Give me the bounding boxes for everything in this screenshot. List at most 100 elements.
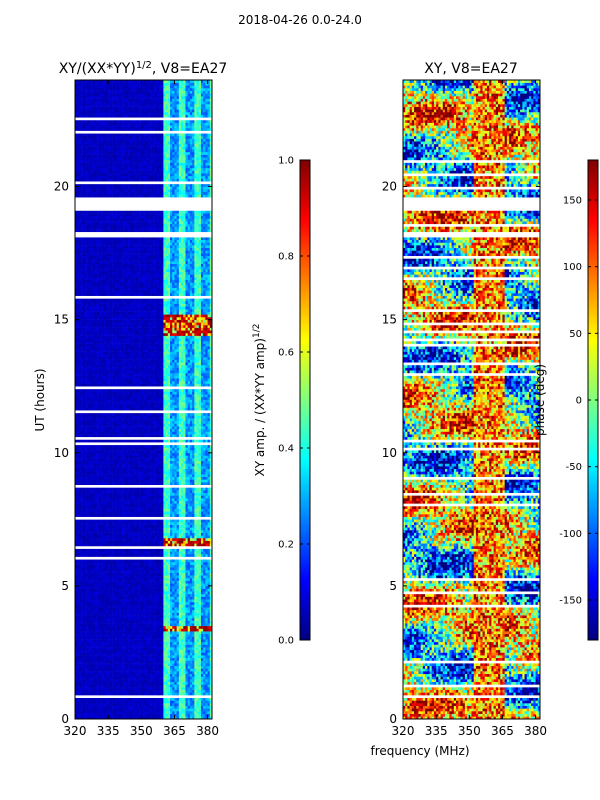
heatmap-cell (176, 529, 180, 533)
heatmap-cell (150, 577, 153, 581)
heatmap-cell (77, 503, 80, 507)
heatmap-cell (203, 716, 206, 719)
heatmap-cell (94, 671, 98, 675)
heatmap-cell (174, 572, 177, 576)
heatmap-cell (123, 500, 127, 504)
heatmap-cell (209, 647, 212, 651)
heatmap-cell (165, 716, 169, 719)
heatmap-cell (203, 625, 206, 629)
heatmap-cell (125, 636, 129, 640)
heatmap-cell (88, 663, 91, 667)
heatmap-cell (79, 713, 82, 717)
heatmap-cell (194, 503, 197, 507)
heatmap-cell (152, 575, 155, 579)
heatmap-cell (143, 580, 147, 584)
heatmap-cell (90, 612, 93, 616)
heatmap-cell (123, 559, 127, 563)
heatmap-cell (172, 583, 175, 587)
heatmap-cell (130, 607, 133, 611)
heatmap-cell (130, 649, 133, 653)
heatmap-cell (86, 692, 89, 696)
heatmap-cell (209, 636, 212, 640)
heatmap-cell (196, 569, 200, 573)
heatmap-cell (196, 588, 200, 592)
heatmap-cell (172, 641, 175, 645)
heatmap-cell (83, 567, 87, 571)
heatmap-cell (116, 671, 120, 675)
heatmap-cell (128, 553, 131, 557)
heatmap-cell (147, 620, 151, 624)
heatmap-cell (119, 495, 122, 499)
heatmap-cell (145, 524, 149, 528)
heatmap-cell (128, 684, 131, 688)
heatmap-cell (207, 700, 211, 704)
heatmap-cell (130, 535, 133, 539)
heatmap-cell (150, 676, 153, 680)
heatmap-cell (158, 511, 162, 515)
heatmap-cell (145, 647, 149, 651)
heatmap-cell (130, 591, 133, 595)
heatmap-cell (121, 623, 124, 627)
heatmap-cell (181, 713, 184, 717)
heatmap-cell (128, 660, 131, 664)
heatmap-cell (94, 591, 98, 595)
heatmap-cell (176, 644, 180, 648)
heatmap-cell (139, 559, 142, 563)
heatmap-cell (99, 553, 102, 557)
heatmap-cell (161, 665, 164, 669)
heatmap-cell (88, 601, 91, 605)
heatmap-cell (154, 713, 158, 717)
heatmap-cell (75, 527, 78, 531)
heatmap-cell (172, 689, 175, 693)
heatmap-cell (105, 553, 109, 557)
heatmap-cell (99, 511, 102, 515)
heatmap-cell (158, 620, 162, 624)
heatmap-cell (79, 617, 82, 621)
heatmap-cell (189, 716, 193, 719)
heatmap-cell (79, 623, 82, 627)
heatmap-cell (123, 564, 127, 568)
heatmap-cell (110, 535, 113, 539)
heatmap-cell (101, 537, 105, 541)
heatmap-cell (134, 628, 138, 632)
heatmap-cell (141, 641, 144, 645)
heatmap-cell (92, 615, 96, 619)
heatmap-cell (200, 569, 204, 573)
heatmap-cell (125, 506, 129, 509)
heatmap-cell (79, 559, 82, 563)
heatmap-cell (205, 681, 208, 685)
heatmap-cell (200, 495, 204, 499)
heatmap-cell (189, 500, 193, 504)
heatmap-cell (165, 631, 169, 635)
heatmap-cell (165, 532, 169, 536)
heatmap-cell (105, 508, 109, 512)
heatmap-cell (112, 700, 116, 704)
heatmap-cell (86, 537, 89, 541)
heatmap-cell (92, 607, 96, 611)
heatmap-cell (152, 593, 155, 597)
heatmap-cell (203, 569, 206, 573)
heatmap-cell (156, 655, 160, 659)
heatmap-cell (174, 511, 177, 515)
heatmap-cell (156, 601, 160, 605)
heatmap-cell (97, 519, 100, 523)
heatmap-cell (132, 548, 135, 552)
heatmap-cell (158, 513, 162, 517)
heatmap-cell (136, 681, 140, 685)
heatmap-cell (196, 604, 200, 608)
heatmap-cell (97, 604, 100, 608)
heatmap-cell (167, 673, 171, 677)
heatmap-cell (205, 668, 208, 672)
heatmap-cell (88, 684, 91, 688)
heatmap-cell (123, 591, 127, 595)
heatmap-cell (139, 660, 142, 664)
heatmap-cell (139, 636, 142, 640)
heatmap-cell (152, 665, 155, 669)
heatmap-cell (150, 665, 153, 669)
heatmap-cell (194, 692, 197, 696)
heatmap-cell (176, 527, 180, 531)
heatmap-cell (152, 713, 155, 717)
heatmap-cell (192, 681, 195, 685)
heatmap-cell (119, 612, 122, 616)
heatmap-cell (181, 596, 184, 600)
